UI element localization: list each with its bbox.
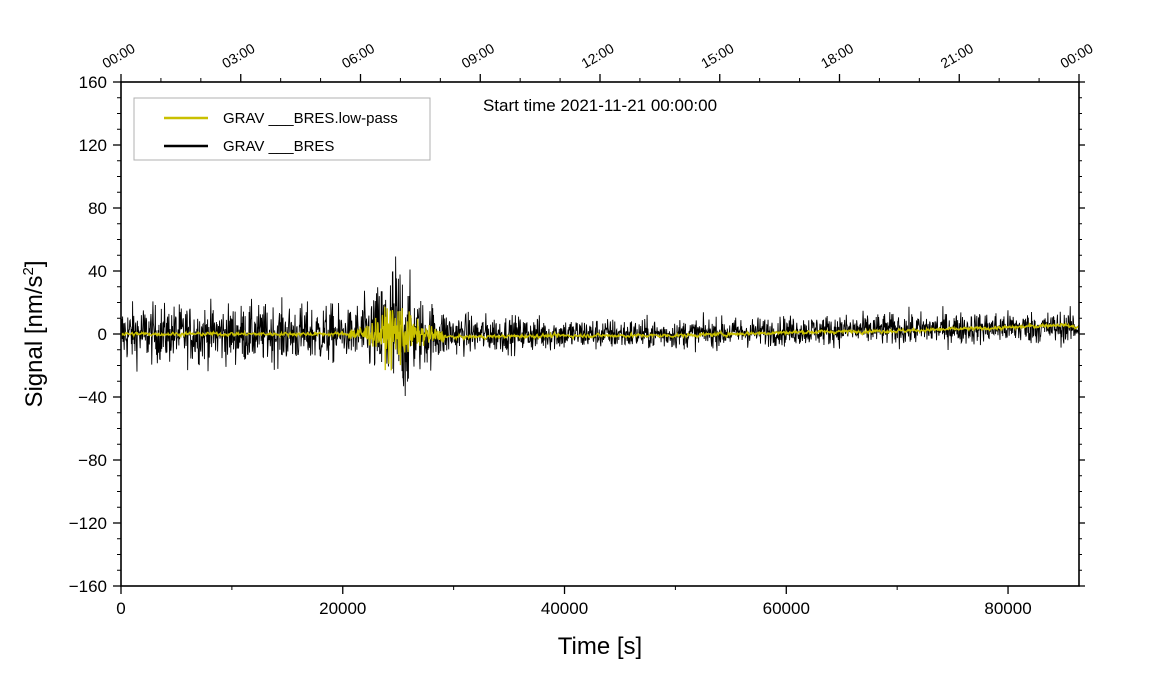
top-tick-label: 12:00 — [578, 40, 617, 71]
x-tick-label: 80000 — [984, 599, 1031, 618]
top-tick-label: 18:00 — [818, 40, 857, 71]
y-tick-label: −120 — [69, 514, 107, 533]
legend-label-raw: GRAV ___BRES — [223, 138, 334, 155]
y-axis-title-main: Signal [nm/s — [21, 275, 48, 407]
top-tick-label: 03:00 — [219, 40, 258, 71]
top-tick-label: 21:00 — [938, 40, 977, 71]
x-axis-title: Time [s] — [558, 633, 642, 660]
legend: GRAV ___BRES.low-pass GRAV ___BRES — [133, 97, 431, 161]
top-tick-label: 06:00 — [339, 40, 378, 71]
legend-box — [133, 97, 431, 161]
y-tick-label: 0 — [98, 325, 107, 344]
chart-traces — [120, 256, 1080, 397]
y-axis-title-close: ] — [21, 260, 48, 267]
y-tick-label: −160 — [69, 577, 107, 596]
series-raw-line — [120, 256, 1080, 397]
y-tick-label: −40 — [78, 388, 107, 407]
top-tick-label: 00:00 — [1057, 40, 1096, 71]
y-axis-title-sup: 2 — [20, 267, 37, 275]
top-tick-label: 09:00 — [459, 40, 498, 71]
x-tick-label: 40000 — [541, 599, 588, 618]
y-tick-label: −80 — [78, 451, 107, 470]
y-tick-label: 120 — [79, 136, 107, 155]
y-axis-title: Signal [nm/s2] — [20, 260, 48, 407]
x-tick-label: 0 — [116, 599, 125, 618]
x-tick-label: 20000 — [319, 599, 366, 618]
top-tick-label: 00:00 — [99, 40, 138, 71]
series-lowpass-line — [120, 306, 1080, 371]
x-tick-label: 60000 — [763, 599, 810, 618]
start-time-annotation: Start time 2021-11-21 00:00:00 — [483, 96, 717, 115]
y-tick-label: 160 — [79, 73, 107, 92]
y-tick-label: 80 — [88, 199, 107, 218]
top-tick-label: 15:00 — [698, 40, 737, 71]
y-tick-label: 40 — [88, 262, 107, 281]
legend-label-lowpass: GRAV ___BRES.low-pass — [223, 110, 398, 127]
